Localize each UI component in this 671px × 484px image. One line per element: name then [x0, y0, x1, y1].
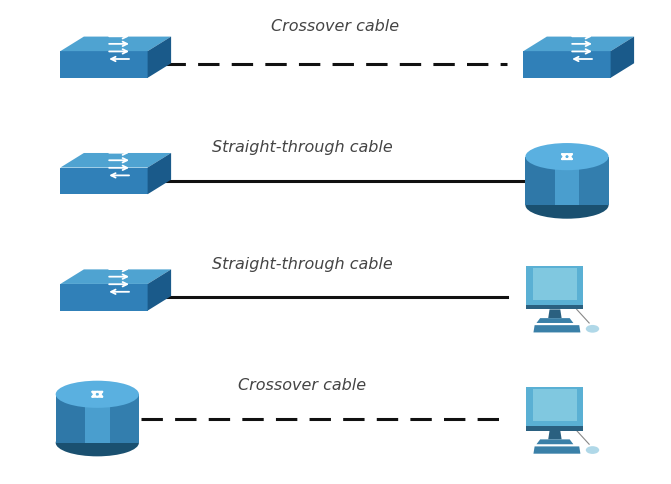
Text: Crossover cable: Crossover cable [272, 19, 399, 34]
Polygon shape [60, 270, 171, 284]
Polygon shape [580, 157, 609, 206]
Polygon shape [60, 38, 171, 52]
Polygon shape [548, 310, 562, 318]
Text: Crossover cable: Crossover cable [238, 378, 366, 392]
Polygon shape [148, 154, 171, 195]
Polygon shape [533, 390, 576, 421]
Polygon shape [548, 431, 562, 439]
Polygon shape [523, 52, 611, 79]
Polygon shape [533, 446, 580, 454]
Polygon shape [60, 168, 148, 195]
Polygon shape [60, 284, 148, 311]
Polygon shape [60, 154, 171, 168]
Polygon shape [60, 52, 148, 79]
Ellipse shape [56, 381, 139, 408]
Polygon shape [110, 394, 139, 443]
Polygon shape [526, 305, 583, 310]
Ellipse shape [586, 446, 599, 454]
Ellipse shape [525, 192, 609, 219]
Text: Straight-through cable: Straight-through cable [211, 140, 393, 155]
Ellipse shape [586, 325, 599, 333]
Polygon shape [533, 269, 576, 300]
Polygon shape [525, 157, 609, 206]
Polygon shape [533, 326, 580, 333]
Polygon shape [611, 38, 634, 79]
Ellipse shape [56, 429, 139, 456]
Polygon shape [526, 266, 583, 305]
Polygon shape [148, 270, 171, 311]
Polygon shape [525, 157, 554, 206]
Polygon shape [526, 387, 583, 426]
Polygon shape [537, 318, 573, 323]
Polygon shape [56, 394, 139, 443]
Polygon shape [526, 426, 583, 431]
Polygon shape [523, 38, 634, 52]
Polygon shape [537, 439, 573, 444]
Polygon shape [56, 394, 85, 443]
Polygon shape [148, 38, 171, 79]
Ellipse shape [525, 144, 609, 171]
Text: Straight-through cable: Straight-through cable [211, 257, 393, 271]
